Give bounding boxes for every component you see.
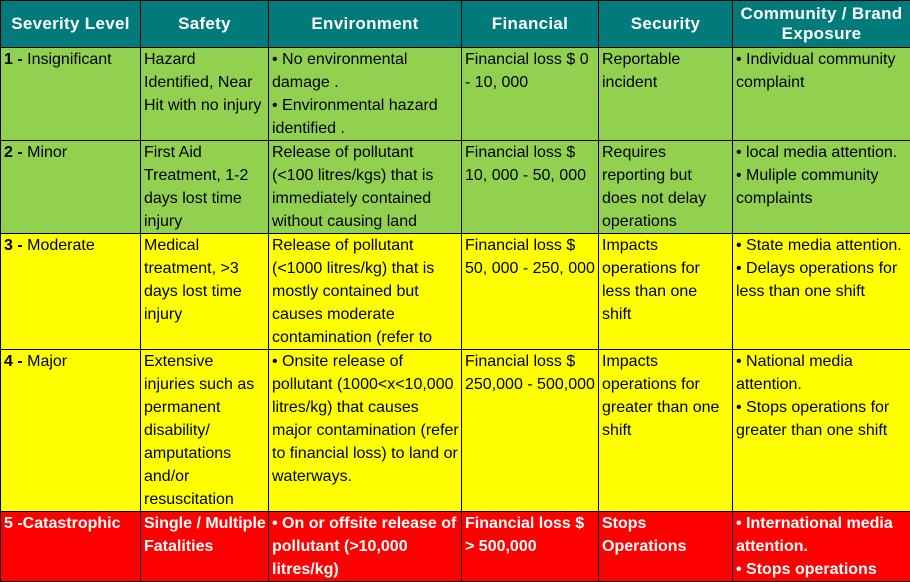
financial-text: Financial loss $ 50, 000 - 250, 000 — [465, 234, 596, 349]
security-cell: Impacts operations for less than one shi… — [599, 234, 733, 350]
severity-number: 4 - — [4, 353, 23, 370]
safety-cell: Medical treatment, >3 days lost time inj… — [141, 234, 269, 350]
community-cell: • local media attention.• Muliple commun… — [733, 141, 910, 234]
financial-cell: Financial loss $ 250,000 - 500,000 — [462, 350, 599, 512]
environment-cell: Release of pollutant (<100 litres/kgs) t… — [269, 141, 462, 234]
severity-level-cell: 2 - Minor — [1, 141, 141, 234]
severity-level-cell: 1 - Insignificant — [1, 48, 141, 141]
security-text: Stops Operations — [602, 512, 730, 581]
severity-number: 2 - — [4, 144, 23, 161]
safety-cell: Hazard Identified, Near Hit with no inju… — [141, 48, 269, 141]
severity-number: 3 - — [4, 237, 23, 254]
community-line: • State media attention. — [736, 234, 908, 257]
security-text: Requires reporting but does not delay op… — [602, 141, 730, 233]
environment-cell: • On or offsite release of pollutant (>1… — [269, 512, 462, 582]
table-row: 3 - Moderate Medical treatment, >3 days … — [1, 234, 910, 350]
header-row: Severity Level Safety Environment Financ… — [1, 1, 910, 48]
financial-text: Financial loss $ 0 - 10, 000 — [465, 48, 596, 140]
header-severity: Severity Level — [1, 1, 141, 48]
safety-cell: Extensive injuries such as permanent dis… — [141, 350, 269, 512]
severity-level-cell: 3 - Moderate — [1, 234, 141, 350]
header-environment: Environment — [269, 1, 462, 48]
severity-name: Moderate — [23, 237, 95, 254]
security-text: Impacts operations for less than one shi… — [602, 234, 730, 349]
community-cell: • National media attention.• Stops opera… — [733, 350, 910, 512]
safety-text: Hazard Identified, Near Hit with no inju… — [144, 48, 266, 140]
severity-name: Insignificant — [23, 51, 112, 68]
header-safety: Safety — [141, 1, 269, 48]
table-row: 1 - Insignificant Hazard Identified, Nea… — [1, 48, 910, 141]
security-text: Impacts operations for greater than one … — [602, 350, 730, 511]
environment-line: • Onsite release of pollutant (1000<x<10… — [272, 350, 459, 488]
community-line: • National media attention. — [736, 350, 908, 396]
environment-line: Release of pollutant (<1000 litres/kg) t… — [272, 234, 459, 349]
security-cell: Stops Operations — [599, 512, 733, 582]
severity-number: 1 - — [4, 51, 23, 68]
community-line: • Stops operations for greater than one … — [736, 396, 908, 442]
severity-name: -Catastrophic — [13, 515, 121, 532]
community-cell: • International media attention.• Stops … — [733, 512, 910, 582]
table-row: 2 - Minor First Aid Treatment, 1-2 days … — [1, 141, 910, 234]
community-line: • local media attention. — [736, 141, 908, 164]
safety-text: Single / Multiple Fatalities — [144, 512, 266, 581]
environment-line: Release of pollutant (<100 litres/kgs) t… — [272, 141, 459, 233]
community-line: • International media attention. — [736, 512, 908, 558]
community-cell: • State media attention.• Delays operati… — [733, 234, 910, 350]
severity-number: 5 — [4, 515, 13, 532]
severity-level-cell: 5 -Catastrophic — [1, 512, 141, 582]
financial-cell: Financial loss $ > 500,000 — [462, 512, 599, 582]
severity-level-cell: 4 - Major — [1, 350, 141, 512]
environment-line: • Environmental hazard identified . — [272, 94, 459, 140]
safety-text: First Aid Treatment, 1-2 days lost time … — [144, 141, 266, 233]
severity-name: Major — [23, 353, 67, 370]
header-community: Community / Brand Exposure — [733, 1, 910, 48]
financial-cell: Financial loss $ 0 - 10, 000 — [462, 48, 599, 141]
security-cell: Requires reporting but does not delay op… — [599, 141, 733, 234]
security-cell: Reportable incident — [599, 48, 733, 141]
environment-cell: • No environmental damage .• Environment… — [269, 48, 462, 141]
safety-cell: Single / Multiple Fatalities — [141, 512, 269, 582]
header-security: Security — [599, 1, 733, 48]
community-line: • Muliple community complaints — [736, 164, 908, 210]
environment-cell: Release of pollutant (<1000 litres/kg) t… — [269, 234, 462, 350]
environment-line: • No environmental damage . — [272, 48, 459, 94]
security-cell: Impacts operations for greater than one … — [599, 350, 733, 512]
safety-cell: First Aid Treatment, 1-2 days lost time … — [141, 141, 269, 234]
security-text: Reportable incident — [602, 48, 730, 140]
community-cell: • Individual community complaint — [733, 48, 910, 141]
safety-text: Medical treatment, >3 days lost time inj… — [144, 234, 266, 349]
community-line: • Delays operations for less than one sh… — [736, 257, 908, 303]
severity-name: Minor — [23, 144, 67, 161]
community-line: • Individual community complaint — [736, 48, 908, 94]
header-financial: Financial — [462, 1, 599, 48]
financial-text: Financial loss $ 10, 000 - 50, 000 — [465, 141, 596, 233]
safety-text: Extensive injuries such as permanent dis… — [144, 350, 266, 511]
financial-text: Financial loss $ 250,000 - 500,000 — [465, 350, 596, 511]
table-row: 4 - Major Extensive injuries such as per… — [1, 350, 910, 512]
table-row: 5 -Catastrophic Single / Multiple Fatali… — [1, 512, 910, 582]
environment-cell: • Onsite release of pollutant (1000<x<10… — [269, 350, 462, 512]
financial-text: Financial loss $ > 500,000 — [465, 512, 596, 581]
community-line: • Stops operations — [736, 558, 908, 581]
environment-line: • On or offsite release of pollutant (>1… — [272, 512, 459, 581]
financial-cell: Financial loss $ 50, 000 - 250, 000 — [462, 234, 599, 350]
financial-cell: Financial loss $ 10, 000 - 50, 000 — [462, 141, 599, 234]
